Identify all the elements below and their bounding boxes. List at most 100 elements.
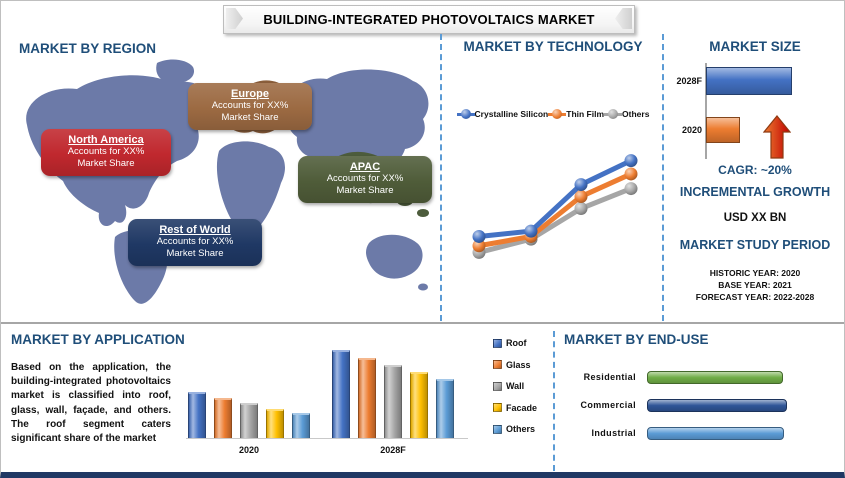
chevron-left-icon: [615, 8, 632, 29]
swatch-icon: [493, 381, 502, 391]
legend-item-facade: Facade: [493, 403, 537, 413]
legend-item-crystalline-silicon: Crystalline Silicon: [456, 108, 549, 119]
data-point-crystalline-silicon: [472, 229, 486, 243]
data-point-others: [624, 182, 638, 196]
bar-commercial: [647, 398, 787, 412]
application-bar-chart: 2020 2028F: [184, 349, 470, 455]
callout-share-line: Market Share: [166, 247, 224, 259]
callout-share-line: Accounts for XX%: [67, 146, 145, 157]
category-label: 2028F: [380, 445, 406, 455]
growth-up-arrow-icon: [763, 115, 791, 159]
technology-line-chart: [472, 154, 638, 259]
callout-europe: Europe Accounts for XX% Market Share: [188, 83, 312, 130]
study-period-heading: MARKET STUDY PERIOD: [679, 238, 831, 252]
callout-share-line: Market Share: [336, 184, 394, 196]
bar-glass-2028f: [358, 357, 376, 438]
base-year: BASE YEAR: 2021: [718, 280, 792, 290]
bar-2020: [706, 117, 741, 143]
vertical-divider: [662, 34, 664, 321]
callout-apac: APAC Accounts for XX% Market Share: [298, 156, 432, 203]
bar-wall-2020: [240, 402, 258, 438]
bar-group-2020: [188, 392, 310, 438]
legend-item-glass: Glass: [493, 360, 537, 370]
data-point-thin-film: [624, 167, 638, 181]
vertical-divider: [553, 331, 555, 471]
technology-section-heading: MARKET BY TECHNOLOGY: [463, 39, 643, 54]
axis-line: [705, 63, 707, 159]
callout-rest-of-world: Rest of World Accounts for XX% Market Sh…: [128, 219, 262, 266]
bar-label: 2020: [681, 125, 702, 135]
legend-label: Glass: [506, 359, 531, 370]
legend-item-others: Others: [493, 424, 537, 434]
legend-label: Others: [622, 109, 650, 119]
swatch-icon: [493, 360, 502, 369]
bar-roof-2028f: [332, 350, 350, 438]
incremental-growth-heading: INCREMENTAL GROWTH: [679, 185, 831, 199]
callout-share-line: Market Share: [221, 111, 279, 123]
callout-title: Rest of World: [159, 224, 231, 236]
legend-item-wall: Wall: [493, 381, 537, 391]
category-label: 2020: [238, 445, 260, 455]
title-banner: BUILDING-INTEGRATED PHOTOVOLTAICS MARKET: [223, 5, 635, 34]
callout-north-america: North America Accounts for XX% Market Sh…: [41, 129, 171, 176]
callout-share-line: Accounts for XX%: [156, 236, 234, 247]
bar-row-2028f: 2028F: [669, 67, 792, 95]
legend-label: Others: [506, 424, 536, 434]
bar-row-industrial: Industrial: [564, 426, 834, 440]
line-series-thin-film: [476, 171, 634, 249]
data-point-thin-film: [472, 239, 486, 253]
application-section-heading: MARKET BY APPLICATION: [11, 332, 185, 347]
bar-label: 2028F: [676, 76, 702, 86]
swatch-icon: [493, 403, 502, 412]
bar-2028f: [706, 67, 792, 95]
application-description: Based on the application, the building-i…: [11, 362, 171, 444]
map-island: [417, 209, 429, 217]
bar-facade-2028f: [410, 372, 428, 438]
legend-item-others: Others: [604, 108, 650, 119]
map-greenland: [156, 59, 195, 84]
callout-title: North America: [68, 134, 144, 146]
line-marker-icon: [548, 108, 567, 119]
map-africa: [216, 141, 285, 237]
bar-roof-2020: [188, 392, 206, 438]
data-point-crystalline-silicon: [574, 178, 588, 192]
map-asia: [286, 69, 429, 168]
callout-share-line: Accounts for XX%: [211, 100, 289, 111]
market-size-heading: MARKET SIZE: [709, 39, 801, 54]
callout-title: Europe: [231, 88, 269, 100]
line-marker-icon: [456, 108, 475, 119]
bar-label: Commercial: [580, 400, 636, 410]
chevron-right-icon: [226, 8, 243, 29]
bar-facade-2020: [266, 408, 284, 438]
line-series-others: [476, 186, 634, 255]
legend-label: Thin Film: [566, 109, 605, 119]
bar-glass-2020: [214, 398, 232, 438]
bar-label: Industrial: [591, 428, 636, 438]
legend-label: Roof: [506, 338, 527, 348]
axis-line: [186, 438, 468, 439]
data-point-crystalline-silicon: [524, 224, 538, 238]
legend-label: Crystalline Silicon: [474, 109, 549, 119]
vertical-divider: [440, 34, 442, 321]
market-size-chart: 2028F 2020: [669, 61, 841, 161]
enduse-bar-chart: Residential Commercial Industrial: [564, 370, 834, 454]
page-title: BUILDING-INTEGRATED PHOTOVOLTAICS MARKET: [263, 12, 595, 27]
callout-share-line: Market Share: [77, 157, 135, 169]
legend-label: Facade: [506, 402, 538, 413]
bar-wall-2028f: [384, 364, 402, 438]
data-point-crystalline-silicon: [624, 154, 638, 168]
map-new-zealand: [418, 283, 428, 291]
cagr-label: CAGR: ~20%: [718, 163, 792, 177]
region-section-heading: MARKET BY REGION: [19, 41, 157, 56]
bar-residential: [647, 370, 783, 384]
bar-row-commercial: Commercial: [564, 398, 834, 412]
legend-label: Wall: [506, 381, 525, 391]
application-legend: Roof Glass Wall Facade Others: [493, 338, 537, 446]
bar-row-2020: 2020: [669, 117, 741, 143]
incremental-growth-value: USD XX BN: [723, 212, 787, 224]
enduse-section-heading: MARKET BY END-USE: [564, 332, 709, 347]
callout-share-line: Accounts for XX%: [326, 173, 404, 184]
line-marker-icon: [604, 108, 623, 119]
bar-others-2028f: [436, 379, 454, 438]
forecast-year: FORECAST YEAR: 2022-2028: [695, 292, 815, 302]
